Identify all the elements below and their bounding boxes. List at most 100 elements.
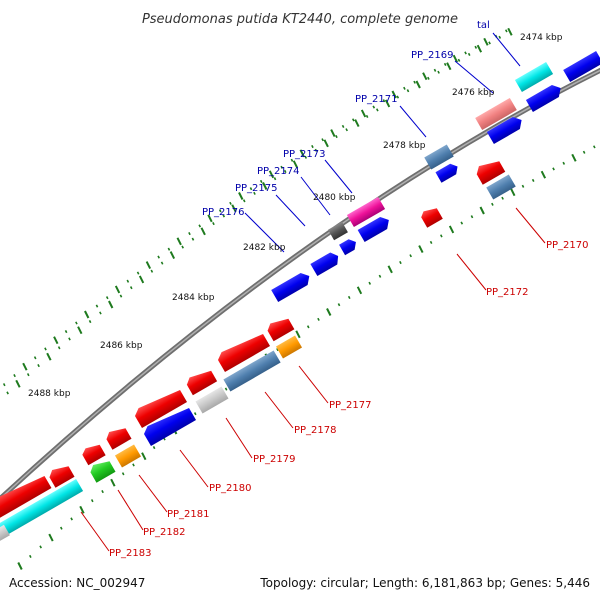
scale-tick xyxy=(101,490,104,494)
gene-label-pp-2169[interactable]: PP_2169 xyxy=(411,50,454,61)
leader-lines xyxy=(80,32,546,552)
scale-tick xyxy=(79,505,85,514)
gene-feature[interactable] xyxy=(223,350,281,392)
gene-label-pp-2178[interactable]: PP_2178 xyxy=(294,425,337,436)
scale-tick xyxy=(479,206,485,215)
scale-tick xyxy=(415,80,421,89)
gene-feature[interactable] xyxy=(271,270,313,303)
scale-tick xyxy=(132,463,135,467)
gene-feature[interactable] xyxy=(424,144,454,170)
gene-feature[interactable] xyxy=(486,114,525,145)
scale-tick xyxy=(141,452,147,461)
gene-feature[interactable] xyxy=(0,478,84,540)
gene-label-pp-2179[interactable]: PP_2179 xyxy=(253,454,296,465)
scale-tick xyxy=(433,68,437,72)
scale-tick xyxy=(64,330,68,334)
scale-tick xyxy=(306,325,310,329)
scale-tick xyxy=(13,374,16,378)
gene-label-pp-2175[interactable]: PP_2175 xyxy=(235,183,278,194)
scale-tick xyxy=(323,139,329,148)
scale-tick xyxy=(121,472,125,476)
scale-tick xyxy=(443,62,447,67)
gene-feature[interactable] xyxy=(310,250,341,277)
gene-feature[interactable] xyxy=(514,61,554,93)
gene-feature[interactable] xyxy=(141,404,197,447)
scale-tick xyxy=(356,286,363,295)
scale-tick xyxy=(57,346,61,350)
gene-feature[interactable] xyxy=(0,472,52,519)
scale-tick xyxy=(290,158,294,162)
gene-feature[interactable] xyxy=(195,386,229,414)
gene-label-pp-2181[interactable]: PP_2181 xyxy=(167,509,210,520)
gene-feature[interactable] xyxy=(265,314,295,342)
gene-label-pp-2176[interactable]: PP_2176 xyxy=(202,207,245,218)
scale-tick xyxy=(491,202,494,206)
gene-label-pp-2172[interactable]: PP_2172 xyxy=(486,287,529,298)
gene-label-pp-2174[interactable]: PP_2174 xyxy=(257,166,300,177)
scale-tick xyxy=(15,379,21,388)
scale-tick xyxy=(90,499,94,503)
scale-tick xyxy=(283,169,287,174)
gene-label-pp-2177[interactable]: PP_2177 xyxy=(329,400,372,411)
gene-feature[interactable] xyxy=(357,214,393,243)
tick-label: 2474 kbp xyxy=(520,33,563,43)
gene-feature[interactable] xyxy=(80,441,106,466)
scale-tick xyxy=(413,80,416,84)
gene-label-tal[interactable]: tal xyxy=(477,20,490,31)
gene-feature[interactable] xyxy=(114,444,142,468)
scale-tick xyxy=(33,356,37,360)
scale-tick xyxy=(368,281,372,285)
scale-tick xyxy=(467,52,471,57)
gene-feature[interactable] xyxy=(132,386,188,429)
scale-tick xyxy=(311,144,314,149)
gene-feature[interactable] xyxy=(0,524,10,544)
gene-feature[interactable] xyxy=(419,205,443,228)
scale-tick xyxy=(53,336,59,345)
scale-tick xyxy=(188,232,191,236)
tick-labels: 2474 kbp 2476 kbp 2478 kbp 2480 kbp 2482… xyxy=(28,33,563,399)
gene-feature[interactable] xyxy=(346,196,386,228)
gene-label-pp-2170[interactable]: PP_2170 xyxy=(546,240,589,251)
scale-tick xyxy=(48,533,54,542)
tick-label: 2480 kbp xyxy=(313,193,356,203)
scale-tick xyxy=(207,214,213,223)
gene-label-pp-2171[interactable]: PP_2171 xyxy=(355,94,398,105)
scale-tick xyxy=(2,383,6,387)
scale-tick xyxy=(280,165,284,169)
gene-feature[interactable] xyxy=(184,366,218,396)
scale-tick xyxy=(372,105,376,109)
scale-tick xyxy=(114,285,121,294)
gene-label-pp-2182[interactable]: PP_2182 xyxy=(143,527,186,538)
gene-feature[interactable] xyxy=(435,161,460,183)
scale-tick xyxy=(181,245,184,249)
scale-tick xyxy=(476,44,483,53)
scale-tick xyxy=(262,182,268,190)
scale-tick xyxy=(222,214,226,218)
scale-tick xyxy=(99,311,102,315)
gene-feature[interactable] xyxy=(563,50,600,83)
scale-tick xyxy=(238,192,244,200)
gene-feature[interactable] xyxy=(339,237,359,256)
scale-tick xyxy=(191,237,195,241)
gene-feature[interactable] xyxy=(525,82,564,113)
gene-feature[interactable] xyxy=(104,424,132,450)
gene-feature[interactable] xyxy=(88,457,116,483)
gene-feature[interactable] xyxy=(486,174,516,200)
gene-feature[interactable] xyxy=(328,221,348,241)
scale-tick xyxy=(259,179,263,184)
scale-tick xyxy=(321,138,324,142)
gene-label-pp-2183[interactable]: PP_2183 xyxy=(109,548,152,559)
scale-tick xyxy=(26,373,30,377)
gene-feature[interactable] xyxy=(215,330,271,373)
gene-feature[interactable] xyxy=(475,97,517,131)
scale-tick xyxy=(510,188,516,197)
scale-tick xyxy=(437,70,440,74)
scale-tick xyxy=(150,269,154,273)
gene-feature[interactable] xyxy=(47,462,75,488)
gene-label-pp-2180[interactable]: PP_2180 xyxy=(209,483,252,494)
scale-tick xyxy=(292,160,299,169)
gene-label-pp-2173[interactable]: PP_2173 xyxy=(283,149,326,160)
gene-feature[interactable] xyxy=(474,156,506,185)
gene-feature[interactable] xyxy=(275,335,303,359)
scale-tick xyxy=(231,204,237,213)
